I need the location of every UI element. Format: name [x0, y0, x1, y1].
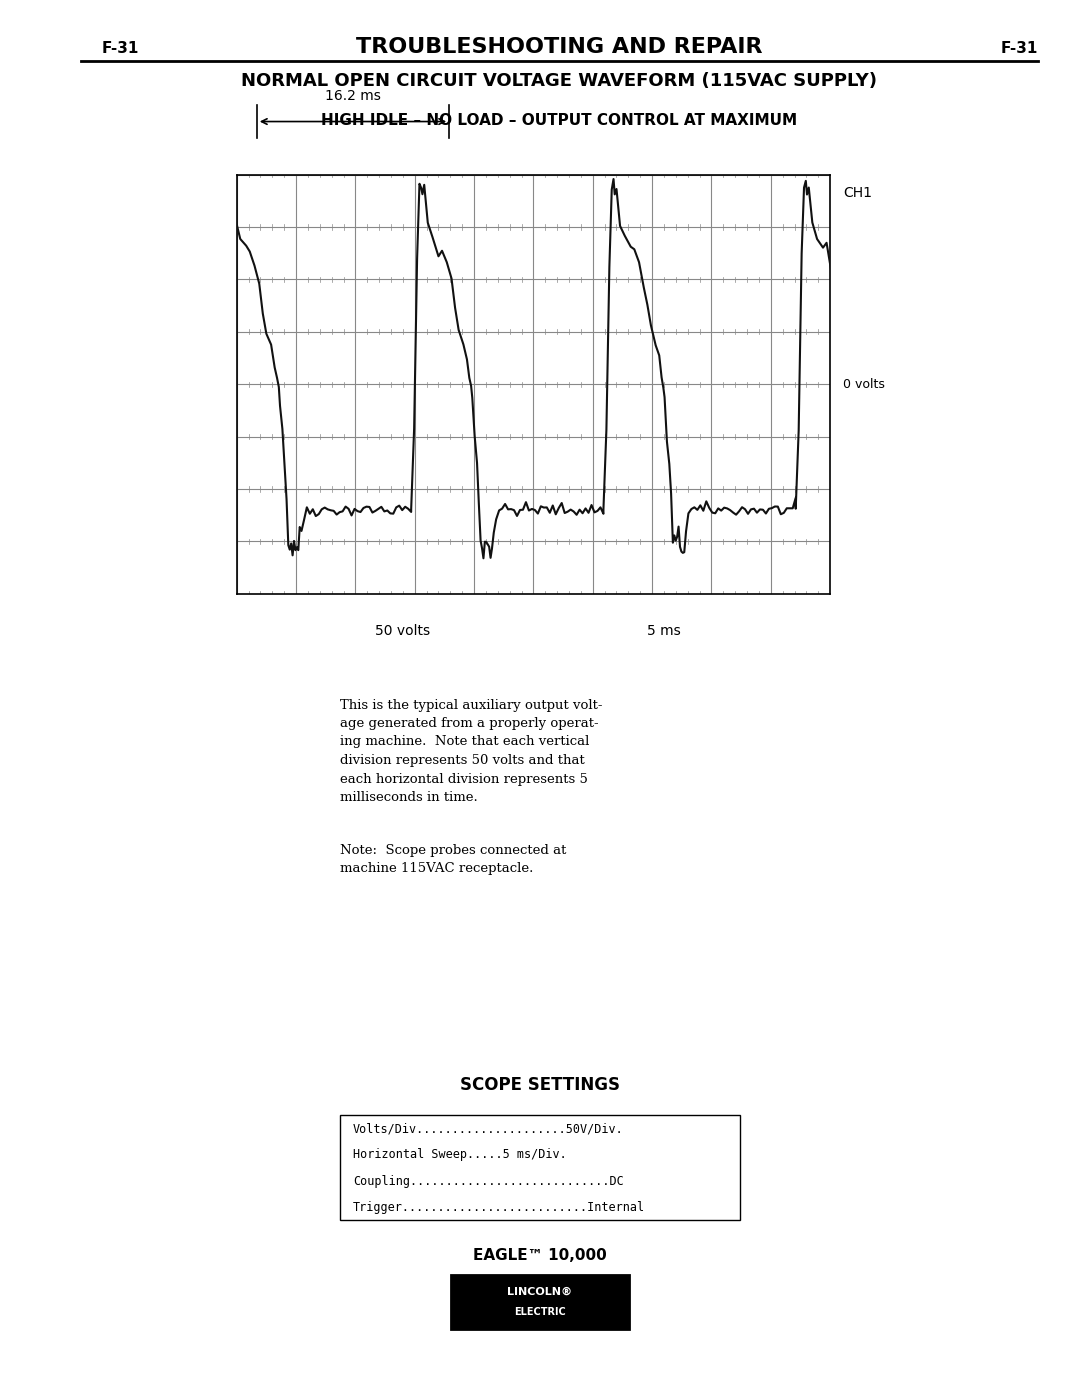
Text: LINCOLN®: LINCOLN® [508, 1287, 572, 1298]
Bar [451, 1275, 629, 1329]
Text: NORMAL OPEN CIRCUIT VOLTAGE WAVEFORM (115VAC SUPPLY): NORMAL OPEN CIRCUIT VOLTAGE WAVEFORM (11… [242, 73, 877, 89]
Text: Return to Section TOC: Return to Section TOC [5, 296, 14, 402]
Text: Return to Master TOC: Return to Master TOC [25, 996, 33, 1099]
Text: EAGLE™ 10,000: EAGLE™ 10,000 [473, 1248, 607, 1263]
Text: Return to Section TOC: Return to Section TOC [5, 995, 14, 1101]
Bar [340, 1115, 740, 1220]
Text: Note:  Scope probes connected at
machine 115VAC receptacle.: Note: Scope probes connected at machine … [340, 844, 567, 876]
Text: 50 volts: 50 volts [375, 624, 431, 638]
Text: F-31: F-31 [102, 42, 138, 56]
Text: 0 volts: 0 volts [843, 377, 885, 391]
Text: Coupling............................DC: Coupling............................DC [353, 1175, 624, 1187]
Text: ELECTRIC: ELECTRIC [514, 1306, 566, 1317]
Text: TROUBLESHOOTING AND REPAIR: TROUBLESHOOTING AND REPAIR [356, 38, 762, 57]
Text: Return to Master TOC: Return to Master TOC [25, 298, 33, 401]
Text: This is the typical auxiliary output volt-
age generated from a properly operat-: This is the typical auxiliary output vol… [340, 698, 603, 805]
Text: 5 ms: 5 ms [647, 624, 680, 638]
Text: F-31: F-31 [1001, 42, 1038, 56]
Text: Trigger..........................Internal: Trigger..........................Interna… [353, 1200, 645, 1214]
Text: Volts/Div.....................50V/Div.: Volts/Div.....................50V/Div. [353, 1122, 624, 1136]
Text: 16.2 ms: 16.2 ms [325, 89, 381, 103]
Text: SCOPE SETTINGS: SCOPE SETTINGS [460, 1076, 620, 1094]
Text: Horizontal Sweep.....5 ms/Div.: Horizontal Sweep.....5 ms/Div. [353, 1148, 567, 1161]
Text: CH1: CH1 [843, 186, 872, 200]
Text: HIGH IDLE – NO LOAD – OUTPUT CONTROL AT MAXIMUM: HIGH IDLE – NO LOAD – OUTPUT CONTROL AT … [322, 113, 797, 127]
